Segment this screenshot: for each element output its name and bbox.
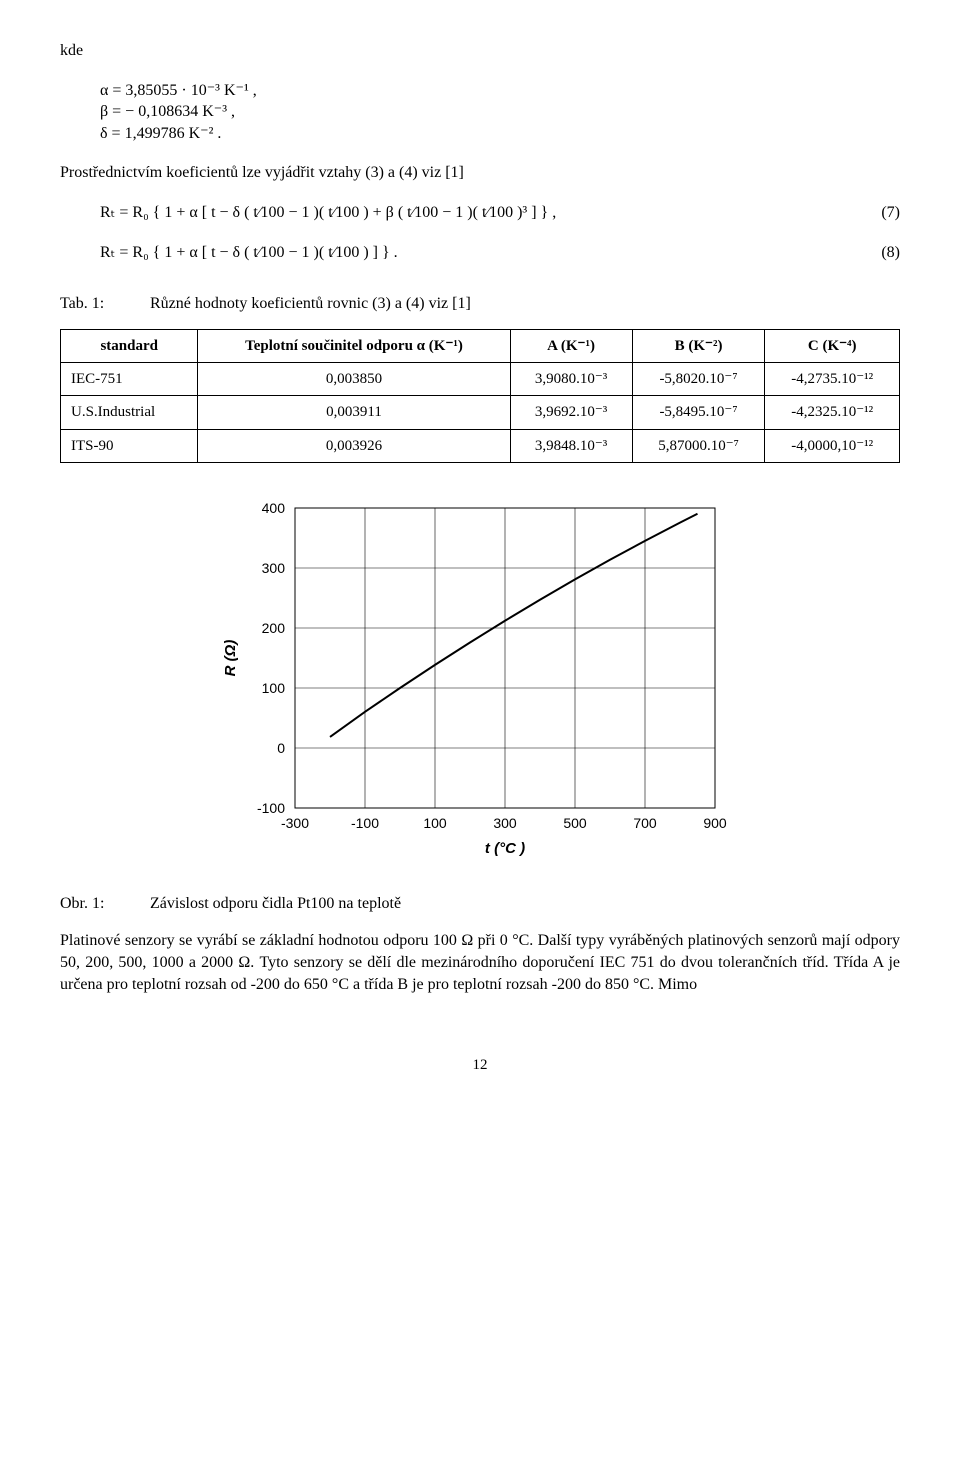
equation-7-body: Rₜ = R₀ { 1 + α [ t − δ ( t⁄100 − 1 )( t…	[60, 202, 850, 224]
figure-1-caption-text: Závislost odporu čidla Pt100 na teplotě	[150, 893, 401, 915]
equation-7-number: (7)	[850, 202, 900, 224]
cell-std: U.S.Industrial	[61, 396, 198, 429]
svg-text:-300: -300	[281, 815, 309, 831]
svg-text:400: 400	[262, 500, 286, 516]
th-C: C (K⁻⁴)	[765, 329, 900, 362]
svg-text:R (Ω): R (Ω)	[222, 639, 239, 676]
equation-8-body: Rₜ = R₀ { 1 + α [ t − δ ( t⁄100 − 1 )( t…	[60, 242, 850, 264]
const-alpha: α = 3,85055 · 10⁻³ K⁻¹ ,	[100, 80, 900, 102]
cell-alpha: 0,003850	[198, 363, 510, 396]
page-number: 12	[60, 1055, 900, 1075]
pt100-chart-svg: -300-100100300500700900-1000100200300400…	[200, 493, 760, 873]
table-1-caption: Tab. 1: Různé hodnoty koeficientů rovnic…	[60, 293, 900, 315]
const-beta: β = − 0,108634 K⁻³ ,	[100, 101, 900, 123]
th-B: B (K⁻²)	[632, 329, 765, 362]
body-paragraph: Platinové senzory se vyrábí se základní …	[60, 930, 900, 995]
cell-B: 5,87000.10⁻⁷	[632, 429, 765, 462]
cell-A: 3,9080.10⁻³	[510, 363, 632, 396]
cell-C: -4,2735.10⁻¹²	[765, 363, 900, 396]
cell-A: 3,9692.10⁻³	[510, 396, 632, 429]
svg-text:900: 900	[703, 815, 727, 831]
intro-eq-text: Prostřednictvím koeficientů lze vyjádřit…	[60, 162, 900, 184]
svg-text:t (°C ): t (°C )	[485, 840, 525, 857]
cell-C: -4,2325.10⁻¹²	[765, 396, 900, 429]
coefficients-table: standard Teplotní součinitel odporu α (K…	[60, 329, 900, 463]
table-1-label: Tab. 1:	[60, 293, 150, 315]
cell-std: ITS-90	[61, 429, 198, 462]
svg-text:100: 100	[262, 680, 286, 696]
cell-C: -4,0000,10⁻¹²	[765, 429, 900, 462]
th-A: A (K⁻¹)	[510, 329, 632, 362]
cell-A: 3,9848.10⁻³	[510, 429, 632, 462]
figure-1-label: Obr. 1:	[60, 893, 150, 915]
table-1-caption-text: Různé hodnoty koeficientů rovnic (3) a (…	[150, 293, 471, 315]
svg-text:-100: -100	[257, 800, 285, 816]
equation-8-number: (8)	[850, 242, 900, 264]
svg-text:300: 300	[262, 560, 286, 576]
th-standard: standard	[61, 329, 198, 362]
table-row: U.S.Industrial 0,003911 3,9692.10⁻³ -5,8…	[61, 396, 900, 429]
cell-B: -5,8020.10⁻⁷	[632, 363, 765, 396]
equation-7: Rₜ = R₀ { 1 + α [ t − δ ( t⁄100 − 1 )( t…	[60, 202, 900, 224]
cell-alpha: 0,003926	[198, 429, 510, 462]
th-alpha: Teplotní součinitel odporu α (K⁻¹)	[198, 329, 510, 362]
pt100-chart: -300-100100300500700900-1000100200300400…	[60, 493, 900, 873]
table-header-row: standard Teplotní součinitel odporu α (K…	[61, 329, 900, 362]
svg-text:200: 200	[262, 620, 286, 636]
cell-alpha: 0,003911	[198, 396, 510, 429]
kde-label: kde	[60, 40, 900, 62]
cell-std: IEC-751	[61, 363, 198, 396]
svg-text:700: 700	[633, 815, 657, 831]
constants-block: α = 3,85055 · 10⁻³ K⁻¹ , β = − 0,108634 …	[60, 80, 900, 145]
const-delta: δ = 1,499786 K⁻² .	[100, 123, 900, 145]
figure-1-caption: Obr. 1: Závislost odporu čidla Pt100 na …	[60, 893, 900, 915]
svg-text:300: 300	[493, 815, 517, 831]
equation-8: Rₜ = R₀ { 1 + α [ t − δ ( t⁄100 − 1 )( t…	[60, 242, 900, 264]
svg-text:-100: -100	[351, 815, 379, 831]
cell-B: -5,8495.10⁻⁷	[632, 396, 765, 429]
table-row: IEC-751 0,003850 3,9080.10⁻³ -5,8020.10⁻…	[61, 363, 900, 396]
svg-text:100: 100	[423, 815, 447, 831]
svg-text:500: 500	[563, 815, 587, 831]
table-row: ITS-90 0,003926 3,9848.10⁻³ 5,87000.10⁻⁷…	[61, 429, 900, 462]
svg-text:0: 0	[277, 740, 285, 756]
